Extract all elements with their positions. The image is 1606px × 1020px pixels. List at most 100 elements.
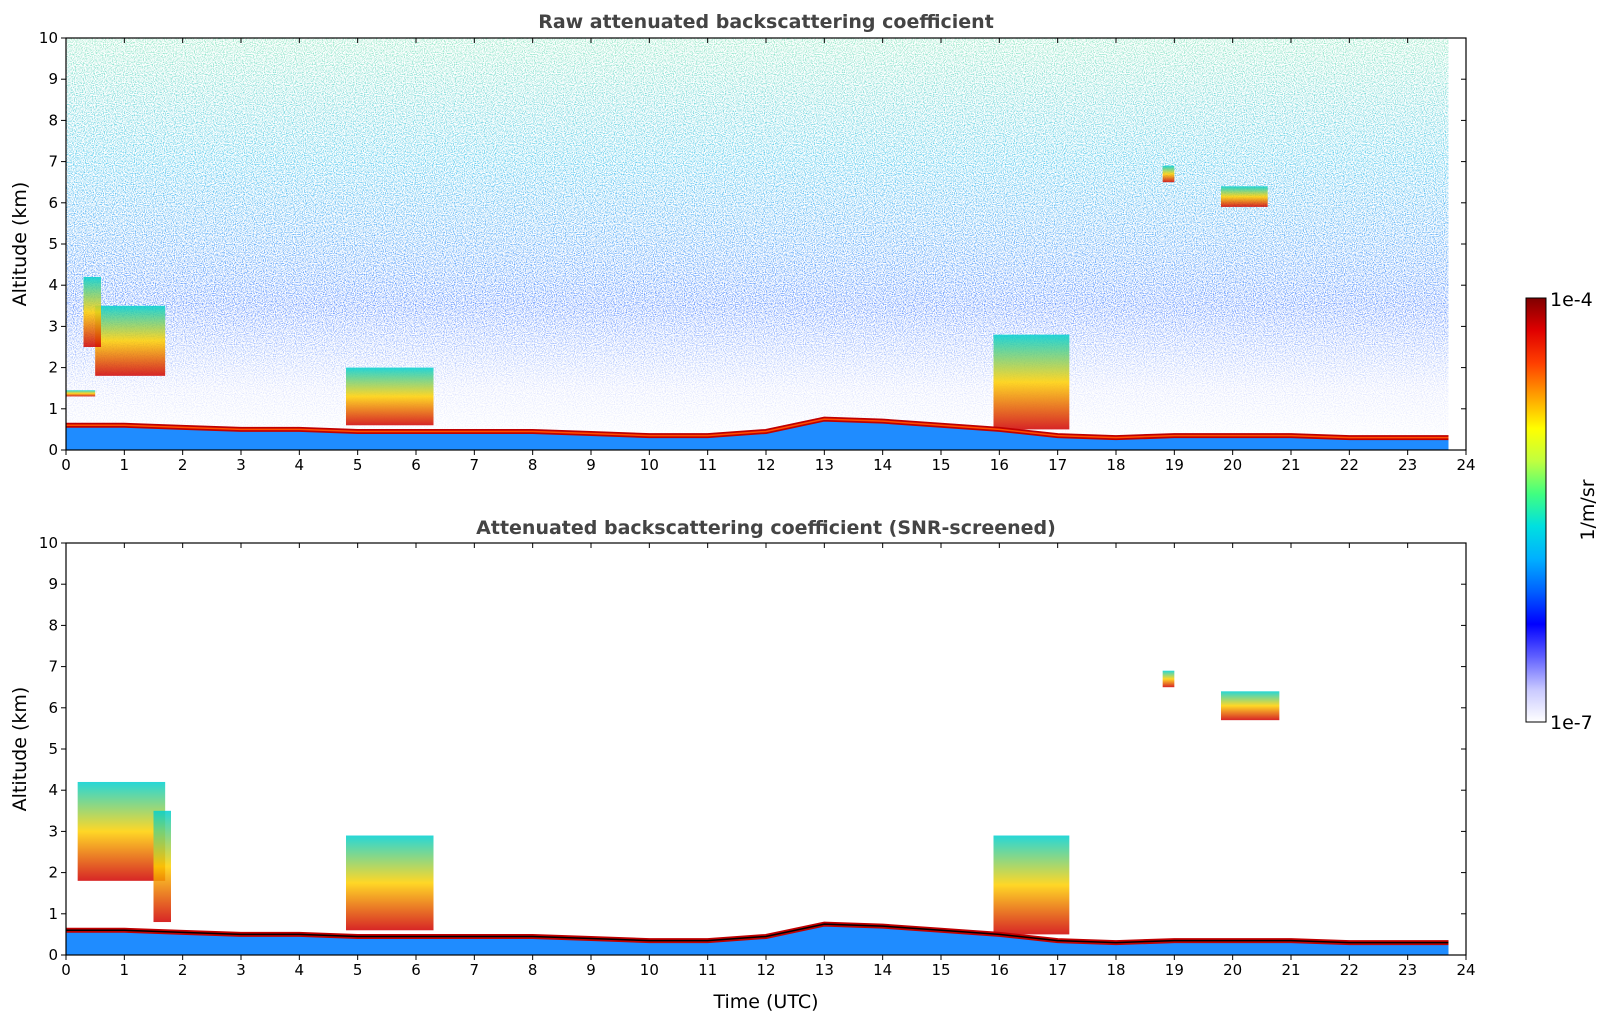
y-tick-label: 6 bbox=[48, 194, 58, 212]
x-tick-label: 4 bbox=[295, 456, 305, 474]
bottom-cloud-layers bbox=[77, 670, 1280, 935]
cloud-layer bbox=[77, 781, 166, 881]
x-tick-label: 17 bbox=[1048, 456, 1067, 474]
y-tick-label: 1 bbox=[48, 905, 58, 923]
x-tick-label: 20 bbox=[1223, 456, 1242, 474]
cloud-layer bbox=[346, 367, 434, 426]
cloud-layer bbox=[95, 305, 166, 376]
y-tick-label: 0 bbox=[48, 441, 58, 459]
y-tick-label: 3 bbox=[48, 317, 58, 335]
y-tick-label: 3 bbox=[48, 822, 58, 840]
y-tick-label: 7 bbox=[48, 153, 58, 171]
x-tick-label: 14 bbox=[873, 961, 892, 979]
x-tick-label: 4 bbox=[295, 961, 305, 979]
bottom-x-ticks: 0 1 2 3 4 5 6 7 8 9 10 11 12 13 14 15 16 17 18 19 20 21 22 23 24 bbox=[61, 543, 1476, 979]
x-tick-label: 23 bbox=[1398, 456, 1417, 474]
boundary-layer-edge bbox=[66, 418, 1449, 439]
x-tick-label: 0 bbox=[61, 961, 71, 979]
bottom-heatmap bbox=[66, 670, 1449, 955]
y-tick-label: 2 bbox=[48, 359, 58, 377]
noise-field bbox=[66, 38, 1449, 450]
x-tick-label: 19 bbox=[1165, 456, 1184, 474]
x-tick-label: 21 bbox=[1281, 456, 1300, 474]
y-tick-label: 0 bbox=[48, 946, 58, 964]
x-tick-label: 5 bbox=[353, 456, 363, 474]
top-panel-title: Raw attenuated backscattering coefficien… bbox=[538, 11, 994, 33]
cloud-layer bbox=[1221, 186, 1268, 207]
bottom-panel-title: Attenuated backscattering coefficient (S… bbox=[476, 517, 1056, 539]
cloud-layer bbox=[993, 334, 1070, 430]
x-tick-label: 1 bbox=[120, 961, 130, 979]
y-tick-label: 6 bbox=[48, 699, 58, 717]
cloud-layer bbox=[66, 390, 96, 397]
top-panel: Raw attenuated backscattering coefficien… bbox=[9, 11, 1476, 474]
x-tick-label: 7 bbox=[470, 961, 480, 979]
x-tick-label: 10 bbox=[640, 456, 659, 474]
x-tick-label: 1 bbox=[120, 456, 130, 474]
x-tick-label: 20 bbox=[1223, 961, 1242, 979]
x-tick-label: 11 bbox=[698, 456, 717, 474]
x-tick-label: 12 bbox=[756, 961, 775, 979]
cloud-layer bbox=[993, 835, 1070, 935]
cloud-layer bbox=[153, 810, 171, 923]
x-tick-label: 12 bbox=[756, 456, 775, 474]
colorbar-max-label: 1e-4 bbox=[1550, 289, 1593, 311]
x-tick-label: 3 bbox=[236, 456, 246, 474]
x-tick-label: 2 bbox=[178, 456, 188, 474]
bottom-plot-frame bbox=[65, 542, 1467, 956]
cloud-layer bbox=[1162, 670, 1175, 688]
x-tick-label: 8 bbox=[528, 961, 538, 979]
x-tick-label: 23 bbox=[1398, 961, 1417, 979]
colorbar-gradient bbox=[1525, 297, 1547, 723]
x-tick-label: 10 bbox=[640, 961, 659, 979]
y-tick-label: 2 bbox=[48, 864, 58, 882]
top-x-ticks: 0 1 2 3 4 5 6 7 8 9 10 11 12 13 14 15 16 17 18 19 20 21 22 23 24 bbox=[61, 38, 1476, 474]
bottom-y-ticks: 0 1 2 3 4 5 6 7 8 9 10 bbox=[39, 534, 1466, 964]
x-tick-label: 6 bbox=[411, 456, 421, 474]
x-tick-label: 22 bbox=[1340, 456, 1359, 474]
top-y-ticks: 0 1 2 3 4 5 6 7 8 9 10 bbox=[39, 29, 1466, 459]
x-tick-label: 17 bbox=[1048, 961, 1067, 979]
x-tick-label: 0 bbox=[61, 456, 71, 474]
x-tick-label: 13 bbox=[815, 961, 834, 979]
x-tick-label: 2 bbox=[178, 961, 188, 979]
y-tick-label: 7 bbox=[48, 658, 58, 676]
cloud-layer bbox=[346, 835, 434, 931]
x-tick-label: 9 bbox=[586, 961, 596, 979]
x-tick-label: 6 bbox=[411, 961, 421, 979]
x-tick-label: 21 bbox=[1281, 961, 1300, 979]
bottom-panel: Attenuated backscattering coefficient (S… bbox=[9, 517, 1476, 1013]
top-y-axis-label: Altitude (km) bbox=[9, 182, 31, 307]
y-tick-label: 1 bbox=[48, 400, 58, 418]
y-tick-label: 4 bbox=[48, 276, 58, 294]
x-tick-label: 16 bbox=[990, 961, 1009, 979]
y-tick-label: 5 bbox=[48, 235, 58, 253]
colorbar-min-label: 1e-7 bbox=[1550, 712, 1593, 734]
x-tick-label: 3 bbox=[236, 961, 246, 979]
cloud-layer bbox=[1221, 691, 1280, 721]
y-tick-label: 8 bbox=[48, 111, 58, 129]
y-tick-label: 10 bbox=[39, 29, 58, 47]
y-tick-label: 4 bbox=[48, 781, 58, 799]
y-tick-label: 9 bbox=[48, 70, 58, 88]
x-tick-label: 15 bbox=[931, 961, 950, 979]
x-tick-label: 11 bbox=[698, 961, 717, 979]
bottom-boundary-layer bbox=[66, 921, 1449, 955]
x-axis-label: Time (UTC) bbox=[712, 991, 818, 1013]
y-tick-label: 9 bbox=[48, 575, 58, 593]
x-tick-label: 19 bbox=[1165, 961, 1184, 979]
y-tick-label: 5 bbox=[48, 740, 58, 758]
x-tick-label: 5 bbox=[353, 961, 363, 979]
boundary-layer-edge bbox=[66, 923, 1449, 944]
bottom-y-axis-label: Altitude (km) bbox=[9, 687, 31, 812]
x-tick-label: 22 bbox=[1340, 961, 1359, 979]
x-tick-label: 24 bbox=[1456, 961, 1475, 979]
top-background-noise bbox=[66, 38, 1449, 450]
top-cloud-layers bbox=[66, 165, 1268, 430]
x-tick-label: 24 bbox=[1456, 456, 1475, 474]
x-tick-label: 15 bbox=[931, 456, 950, 474]
x-tick-label: 18 bbox=[1106, 456, 1125, 474]
x-tick-label: 14 bbox=[873, 456, 892, 474]
y-tick-label: 10 bbox=[39, 534, 58, 552]
